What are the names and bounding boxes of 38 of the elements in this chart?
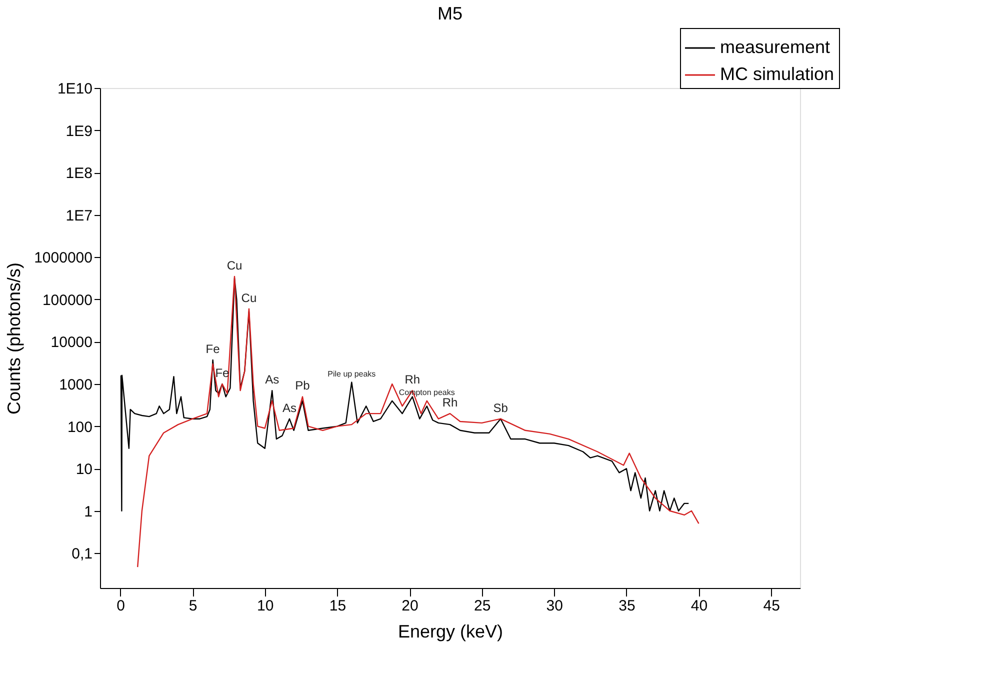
annotation: Rh	[404, 372, 420, 387]
x-tick-label: 5	[188, 598, 198, 614]
y-tick-label: 1E10	[57, 80, 92, 98]
annotation: Pb	[295, 378, 310, 393]
annotation: Cu	[226, 258, 242, 272]
x-tick-label: 40	[690, 598, 708, 614]
x-tick-label: 30	[546, 598, 563, 614]
y-tick-label: 10	[76, 461, 92, 478]
y-tick-label: 1E9	[66, 122, 92, 140]
y-tick-label: 10000	[50, 334, 92, 352]
y-tick-label: 1	[84, 503, 92, 520]
y-tick-label: 1E7	[66, 207, 92, 224]
x-tick-label: 35	[618, 598, 636, 614]
annotation: Pile up peaks	[328, 369, 376, 378]
annotation: Sb	[493, 400, 508, 415]
annotation: As	[265, 372, 280, 387]
annotation: As	[282, 400, 296, 415]
x-tick-label: 0	[116, 598, 125, 614]
y-axis-title: Counts (photons/s)	[4, 262, 24, 415]
x-tick-label: 45	[763, 598, 780, 614]
x-tick-label: 10	[257, 598, 274, 614]
y-tick-label: 1E8	[66, 165, 92, 182]
legend-label: MC simulation	[720, 64, 834, 84]
annotation: Rh	[442, 396, 458, 410]
y-tick-label: 1000	[59, 376, 92, 394]
y-tick-label: 100000	[42, 292, 92, 309]
y-tick-label: 100	[67, 418, 92, 436]
x-tick-label: 25	[474, 598, 491, 614]
chart-title: M5	[437, 4, 463, 24]
y-tick-label: 0,1	[72, 546, 92, 563]
x-tick-label: 15	[329, 598, 346, 614]
annotation: Fe	[206, 342, 220, 356]
legend-label: measurement	[720, 37, 830, 57]
x-tick-label: 20	[402, 598, 418, 614]
line-series	[137, 276, 700, 568]
annotation: Cu	[241, 290, 257, 305]
y-tick-label: 1000000	[34, 250, 92, 267]
x-axis-title: Energy (keV)	[398, 622, 504, 642]
